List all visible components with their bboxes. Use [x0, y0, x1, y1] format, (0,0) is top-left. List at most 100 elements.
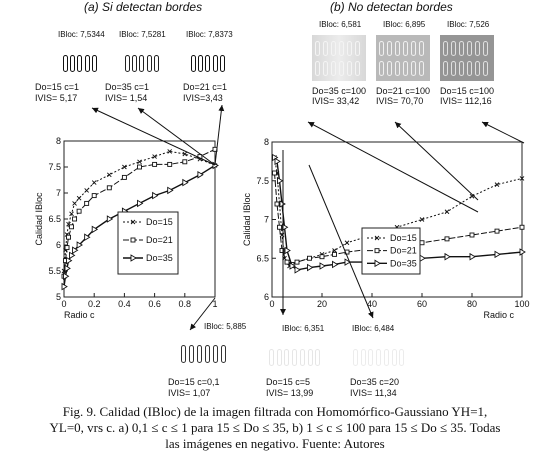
marker-square	[332, 251, 337, 257]
thumb-bar	[315, 349, 320, 366]
marker-square	[137, 164, 142, 170]
y-tick-label: 5.5	[48, 266, 61, 276]
thumb-bar	[411, 41, 416, 56]
caption-line-3: las imágenes en negativo. Fuente: Autore…	[165, 436, 385, 451]
marker-triangle	[61, 282, 68, 291]
arrow	[308, 164, 374, 319]
heading-b: (b) No detectan bordes	[330, 0, 453, 14]
thumb-bar	[395, 41, 400, 56]
marker-square	[494, 228, 500, 234]
marker-triangle	[167, 186, 174, 195]
thumb-bar	[339, 61, 344, 76]
thumb-bar	[323, 61, 328, 76]
x-tick-label: 0.8	[179, 299, 192, 309]
y-tick-label: 8	[264, 137, 269, 147]
thumb-bar	[331, 41, 336, 56]
marker-square	[64, 245, 70, 251]
thumb-a1-ibloc: IBloc: 7,5344	[58, 30, 105, 39]
thumb-bar	[331, 61, 336, 76]
marker-x	[469, 193, 475, 199]
marker-square	[76, 208, 82, 214]
marker-x	[444, 209, 450, 215]
thumb-b3-params: Do=15 c=100	[440, 86, 495, 96]
arrow	[189, 297, 216, 331]
arrow	[137, 107, 216, 166]
arrow	[307, 121, 479, 213]
y-tick-label: 5	[56, 292, 61, 302]
x-tick-label: 40	[367, 299, 377, 309]
marker-x	[91, 180, 97, 185]
caption-line-2: YL=0, vrs c. a) 0,1 ≤ c ≤ 1 para 15 ≤ Do…	[49, 420, 501, 435]
marker-square	[374, 248, 380, 254]
thumb-bar	[213, 345, 218, 363]
thumb-bar	[63, 55, 68, 72]
marker-x	[152, 154, 157, 159]
marker-square	[279, 248, 285, 253]
thumb-a2-params: Do=35 c=1	[105, 82, 150, 92]
thumb-bar	[368, 349, 373, 366]
thumb-bar	[221, 345, 226, 363]
marker-triangle	[64, 264, 71, 273]
thumb-bar	[77, 55, 82, 72]
thumb-bar	[315, 61, 320, 76]
marker-square	[419, 240, 425, 246]
chart-a: 0 0.2 0.4 0.6 0.8 1 5 5.5 6 6.5 7 7.5 8 Radio c Calida…	[34, 136, 219, 320]
thumb-bar	[277, 349, 282, 366]
marker-triangle	[91, 225, 99, 234]
thumb-bar	[443, 41, 448, 56]
thumb-a1-image	[60, 46, 102, 80]
marker-square	[519, 224, 525, 230]
thumb-b4-ivis: IVIS= 13,99	[266, 388, 314, 398]
thumb-b1-ivis: IVIS= 33,42	[312, 96, 360, 106]
thumb-a3-ivis: IVIS=3,43	[183, 93, 223, 103]
marker-triangle	[84, 233, 91, 241]
y-tick-label: 6	[264, 292, 269, 302]
marker-square	[307, 255, 312, 261]
x-tick-label: 0.2	[88, 299, 101, 309]
thumb-bar	[147, 55, 152, 72]
marker-triangle	[63, 272, 70, 280]
marker-triangle	[444, 252, 451, 261]
marker-triangle	[294, 266, 301, 274]
thumb-bar	[483, 61, 488, 76]
marker-x	[374, 235, 380, 241]
marker-square	[274, 201, 280, 207]
marker-triangle	[130, 254, 137, 262]
y-tick-label: 7.5	[256, 176, 269, 186]
marker-triangle	[76, 241, 83, 249]
thumb-bar	[70, 55, 75, 72]
thumb-bar	[198, 55, 203, 72]
y-tick-label: 7.5	[48, 162, 61, 172]
arrow	[214, 104, 225, 166]
marker-x	[122, 164, 127, 170]
x-axis-label: Radio c	[64, 310, 95, 320]
legend-label: Do=15	[146, 217, 173, 227]
marker-triangle	[152, 191, 159, 200]
marker-triangle	[182, 178, 189, 187]
thumb-bar	[451, 61, 456, 76]
x-tick-label: 0.4	[118, 299, 131, 309]
thumb-bar	[92, 55, 97, 72]
thumb-bar	[154, 55, 159, 72]
y-tick-label: 7	[56, 188, 61, 198]
thumb-bar	[132, 55, 137, 72]
marker-triangle	[344, 258, 351, 266]
thumb-bar	[300, 349, 305, 366]
thumb-a4-params: Do=15 c=0,1	[168, 377, 220, 387]
marker-x	[106, 172, 112, 178]
thumb-bar	[392, 349, 397, 366]
thumb-a3-params: Do=21 c=1	[183, 82, 228, 92]
thumb-bar	[339, 41, 344, 56]
legend-label: Do=35	[390, 258, 417, 268]
marker-square	[167, 161, 173, 167]
marker-x	[84, 188, 89, 193]
thumb-bar	[191, 55, 196, 72]
marker-square	[284, 259, 290, 265]
x-tick-label: 100	[514, 299, 529, 309]
thumb-bar	[399, 349, 404, 366]
marker-triangle	[197, 171, 204, 179]
heading-a: (a) Si detectan bordes	[84, 0, 203, 14]
x-tick-label: 0.6	[148, 299, 161, 309]
thumb-b2-ibloc: IBloc: 6,895	[383, 20, 426, 29]
marker-square	[444, 236, 450, 242]
